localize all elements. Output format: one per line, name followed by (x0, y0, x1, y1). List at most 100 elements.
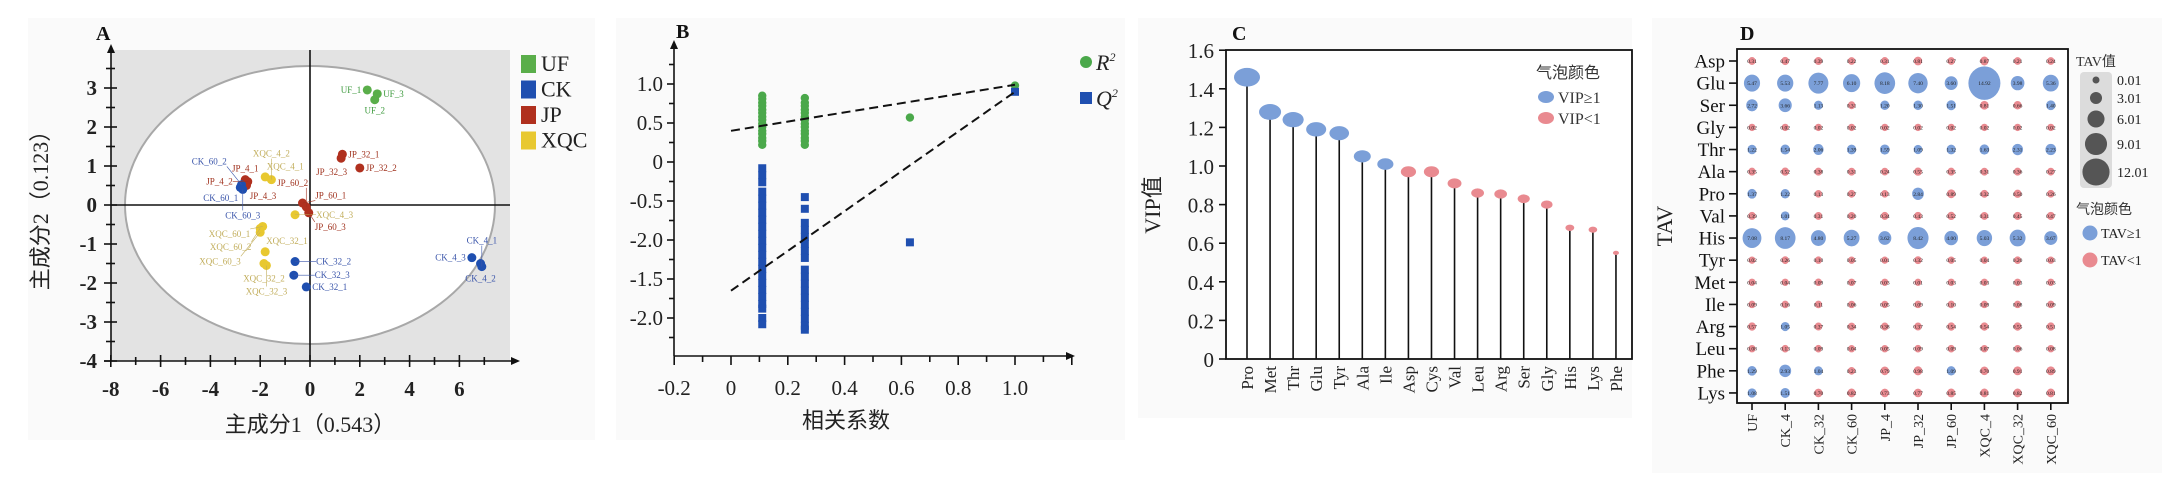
tav-value-label: 0.05 (1880, 302, 1890, 308)
tav-value-label: 8.17 (1780, 236, 1790, 242)
q2-point (758, 187, 767, 196)
tav-value-label: 0.07 (1980, 347, 1990, 353)
tav-value-label: 5.03 (1980, 236, 1990, 242)
tav-bubble (1781, 167, 1790, 176)
tav-value-label: 0.31 (1980, 170, 1990, 176)
tav-bubble (1980, 167, 1989, 176)
q2-point (758, 236, 767, 245)
tav-value-label: 2.84 (1913, 192, 1923, 198)
tav-value-label: 1.01 (1780, 214, 1790, 220)
r2-point (905, 113, 915, 122)
vip-bubble (1447, 178, 1462, 189)
x-tick-label: 0.8 (945, 376, 971, 400)
tav-bubble (1947, 57, 1955, 65)
tav-value-label: 0.02 (1814, 125, 1824, 131)
tav-bubble (2014, 300, 2022, 309)
tav-value-label: 0.31 (1847, 170, 1857, 176)
x-tick-label: 0.6 (888, 376, 914, 400)
tav-bubble (1814, 211, 1823, 220)
tav-bubble (1980, 100, 1989, 110)
q2-point (800, 325, 809, 334)
tav-value-label: 1.59 (1880, 148, 1890, 154)
q2-point (758, 278, 767, 287)
tav-value-label: 0.08 (2046, 347, 2056, 353)
tav-bubble (1814, 344, 1822, 353)
tav-value-label: 0.13 (1880, 192, 1890, 198)
tav-bubble (1814, 278, 1822, 287)
tav-value-label: 0.03 (1946, 280, 1956, 286)
tav-value-label: 0.09 (1747, 302, 1757, 308)
tav-bubble (1944, 230, 1959, 246)
tav-bubble (2014, 344, 2022, 353)
tav-value-label: 0.01 (1913, 280, 1923, 286)
tav-value-label: 3.60 (1946, 81, 1956, 87)
tav-bubble (2047, 300, 2055, 309)
tav-bubble (1748, 322, 1756, 331)
x-tick-label: Ala (1353, 366, 1372, 391)
q2-point (800, 246, 809, 255)
tav-value-label: 0.07 (1847, 280, 1857, 286)
vip-bubble (1423, 166, 1440, 178)
tav-value-label: 0.20 (2013, 258, 2023, 264)
row-label: Ile (1705, 295, 1725, 316)
tav-bubble (2046, 322, 2055, 331)
tav-value-label: 1.05 (1780, 325, 1790, 331)
tav-value-label: 0.05 (1880, 347, 1890, 353)
score-point-label: UF_3 (383, 89, 404, 99)
x-axis-arrow (1066, 352, 1075, 360)
tav-bubble (2046, 388, 2055, 398)
q2-point (758, 271, 767, 280)
tav-bubble (1847, 101, 1856, 110)
tav-bubble (1881, 57, 1889, 65)
tav-value-label: 1.37 (1747, 192, 1757, 198)
tav-bubble (2047, 344, 2055, 353)
tav-bubble (1777, 74, 1794, 92)
tav-value-label: 0.52 (1780, 170, 1790, 176)
tav-value-label: 5.36 (2046, 81, 2056, 87)
row-label: Lys (1698, 383, 1725, 404)
color-legend-label: TAV≥1 (2101, 227, 2142, 242)
tav-bubble (1878, 231, 1892, 245)
x-axis-arrow (511, 357, 520, 365)
row-label: Leu (1695, 339, 1725, 360)
q2-point (758, 222, 767, 231)
tav-bubble (2013, 189, 2022, 198)
tav-value-label: 0.10 (1946, 302, 1956, 308)
size-legend-bubble (2084, 132, 2108, 156)
tav-bubble (2047, 123, 2055, 132)
tav-bubble (1881, 211, 1889, 220)
tav-bubble (1747, 188, 1757, 199)
tav-value-label: 2.31 (2013, 148, 2023, 154)
tav-bubble (1946, 144, 1956, 155)
legend-label: Q2 (1096, 86, 1118, 111)
tav-bubble (1881, 189, 1889, 198)
tav-value-label: 0.51 (2046, 325, 2056, 331)
tav-bubble (1913, 56, 1923, 66)
tav-value-label: 7.08 (1747, 236, 1757, 242)
legend-label: VIP<1 (1558, 111, 1601, 128)
x-tick-label: Asp (1399, 366, 1418, 393)
tav-value-label: 0.55 (1913, 170, 1923, 176)
tav-value-label: 1.51 (1946, 103, 1956, 109)
tav-value-label: 0.24 (2046, 59, 2056, 65)
tav-value-label: 0.32 (1913, 258, 1923, 264)
tav-value-label: 1.09 (1913, 148, 1923, 154)
x-tick-label: Arg (1492, 366, 1511, 393)
tav-bubble (1748, 344, 1756, 353)
tav-value-label: 0.81 (2046, 391, 2056, 397)
tav-bubble (1968, 66, 2001, 100)
legend-label: JP (541, 102, 562, 127)
tav-bubble (1980, 189, 1989, 198)
tav-bubble (1874, 72, 1896, 95)
tav-bubble (1848, 123, 1856, 132)
y-tick-label: -4 (80, 349, 98, 373)
tav-value-label: 14.92 (1978, 81, 1991, 87)
legend-label: R2 (1095, 50, 1115, 75)
tav-bubble (1808, 72, 1829, 94)
trend-line-r2 (730, 83, 1016, 132)
score-point (370, 95, 380, 105)
row-label: Thr (1698, 140, 1726, 161)
tav-value-label: 5.27 (1847, 236, 1857, 242)
tav-value-label: 0.27 (1946, 59, 1956, 65)
